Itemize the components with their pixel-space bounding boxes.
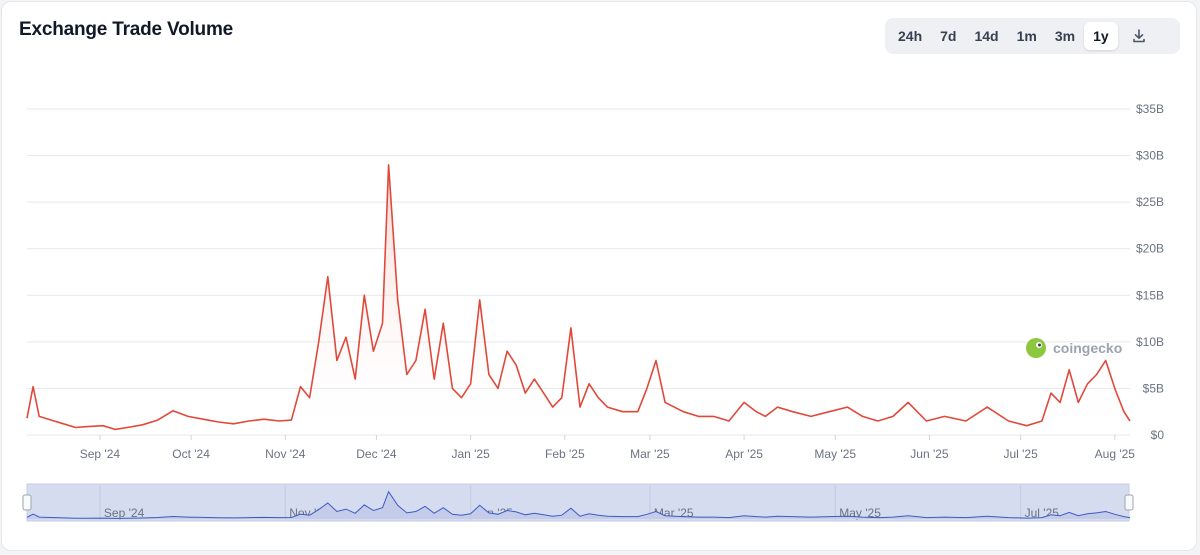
x-tick-label: Mar '25	[630, 447, 670, 461]
y-tick-label: $15B	[1136, 288, 1164, 302]
series-volume	[26, 164, 1131, 435]
range-7d-button[interactable]: 7d	[940, 28, 957, 44]
x-axis-labels: Sep '24 Oct '24 Nov '24 Dec '24 Jan '25 Feb '…	[80, 435, 1136, 461]
y-tick-label: $5B	[1143, 381, 1164, 395]
navigator-series	[26, 490, 1131, 519]
x-tick-label: Jul '25	[1003, 447, 1038, 461]
x-tick-label: Jun '25	[910, 447, 949, 461]
x-tick-label: May '25	[814, 447, 856, 461]
download-icon	[1132, 29, 1145, 43]
range-1y-button[interactable]: 1y	[1084, 22, 1118, 50]
y-tick-label: $25B	[1136, 195, 1164, 209]
coingecko-watermark: coingecko	[1026, 338, 1122, 358]
navigator-right-handle[interactable]	[1124, 494, 1134, 511]
y-axis-labels: $0 $5B $10B $15B $20B $25B $30B $35B	[1136, 102, 1164, 442]
y-tick-label: $35B	[1136, 102, 1164, 116]
range-14d-button[interactable]: 14d	[974, 28, 999, 44]
chart-title: Exchange Trade Volume	[19, 19, 234, 40]
x-tick-label: Sep '24	[80, 447, 121, 461]
time-range-selector: 24h 7d 14d 1m 3m 1y	[885, 18, 1180, 54]
grid-lines	[27, 108, 1130, 436]
watermark-text: coingecko	[1053, 340, 1122, 356]
x-tick-label: Nov '24	[265, 447, 306, 461]
navigator-line	[26, 490, 1131, 519]
y-tick-label: $20B	[1136, 242, 1164, 256]
range-navigator[interactable]: Sep '24 Nov '24 Jan '25 Mar '25 May '25 Jul '…	[22, 483, 1134, 522]
y-tick-label: $0	[1151, 428, 1165, 442]
range-3m-button[interactable]: 3m	[1054, 28, 1076, 44]
y-tick-label: $30B	[1136, 149, 1164, 163]
x-tick-label: Dec '24	[356, 447, 397, 461]
x-tick-label: Feb '25	[545, 447, 585, 461]
x-tick-label: Oct '24	[172, 447, 210, 461]
download-button[interactable]	[1122, 22, 1156, 50]
navigator-tick-label: Sep '24	[104, 506, 145, 520]
x-tick-label: Apr '25	[725, 447, 763, 461]
volume-line	[26, 164, 1131, 431]
coingecko-logo-icon	[1026, 338, 1046, 358]
y-tick-label: $10B	[1136, 335, 1164, 349]
x-tick-label: Aug '25	[1095, 447, 1136, 461]
range-24h-button[interactable]: 24h	[898, 28, 923, 44]
range-1m-button[interactable]: 1m	[1016, 28, 1037, 44]
x-tick-label: Jan '25	[451, 447, 490, 461]
navigator-left-handle[interactable]	[22, 494, 32, 511]
